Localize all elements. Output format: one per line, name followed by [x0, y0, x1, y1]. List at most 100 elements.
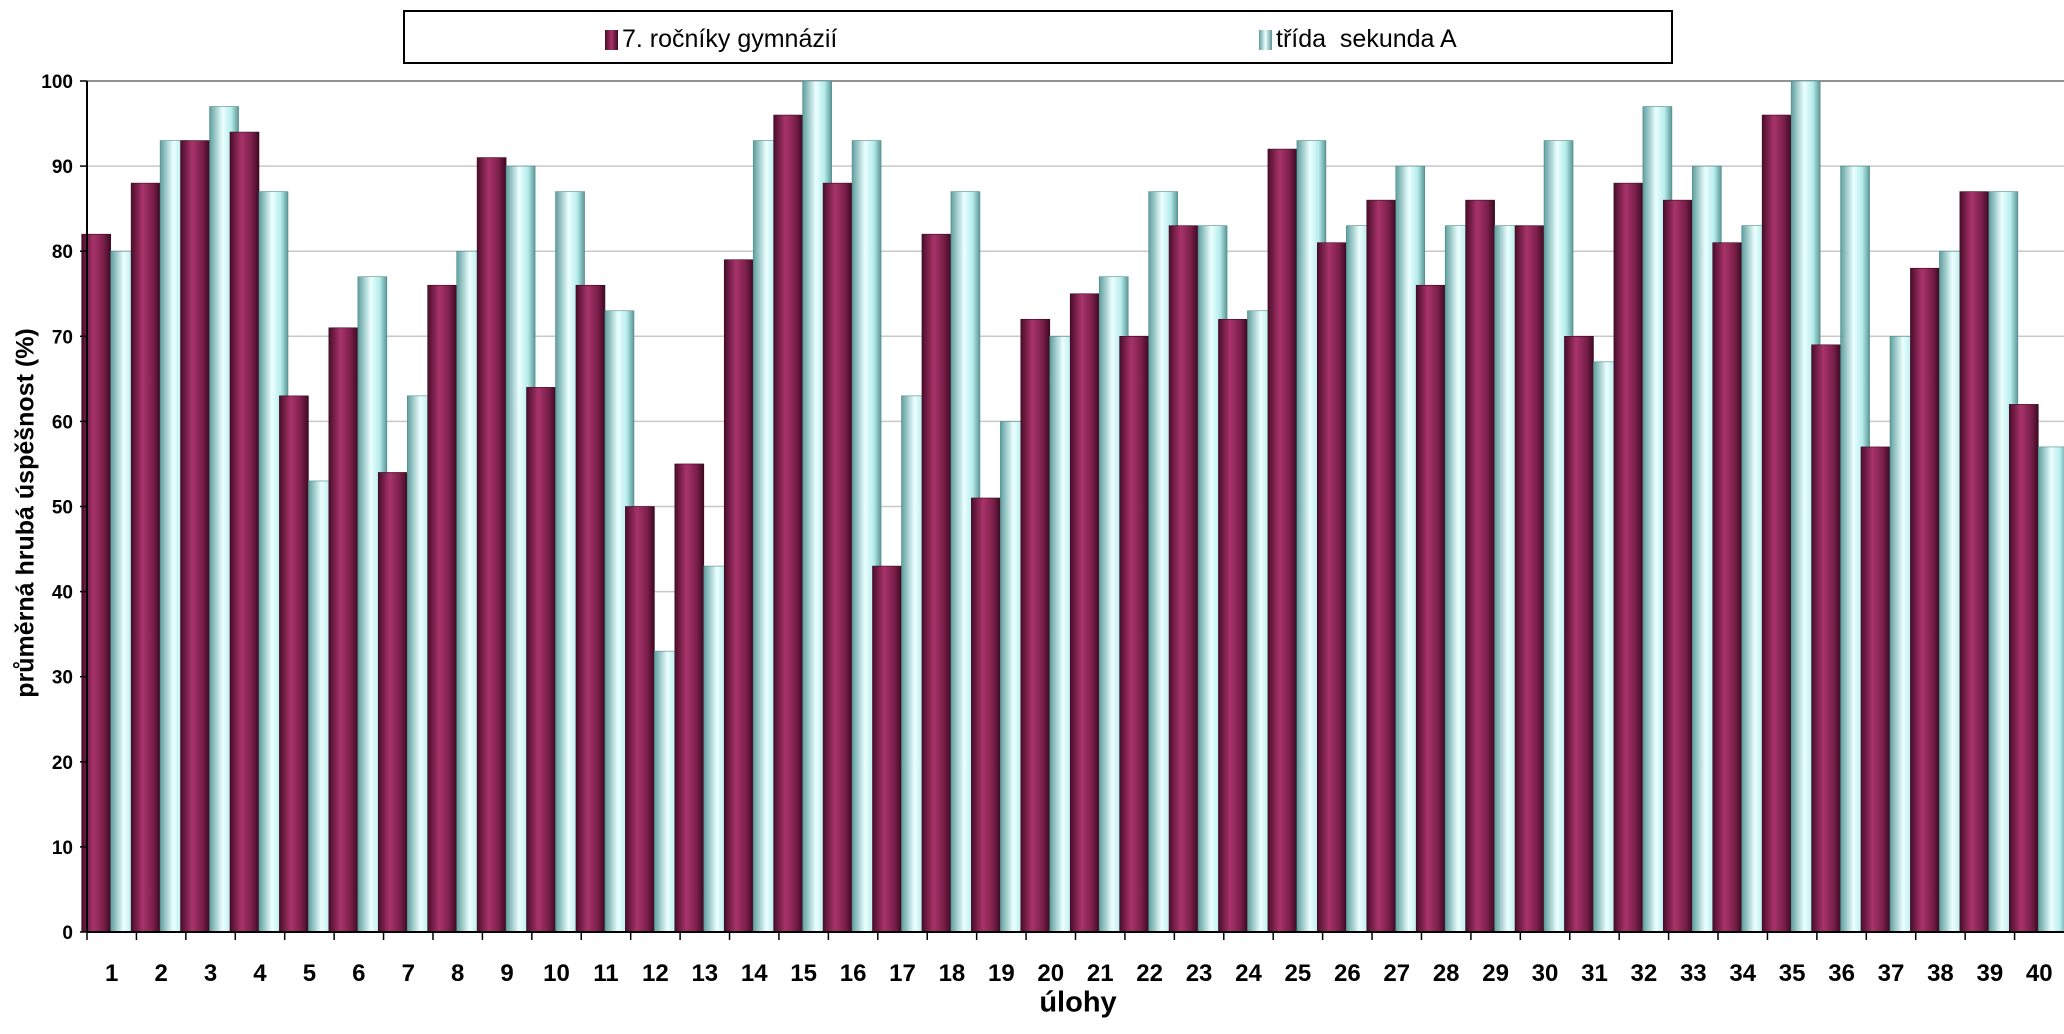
- x-tick-label: 2: [154, 960, 167, 987]
- x-tick-label: 40: [2026, 960, 2053, 987]
- bars: [81, 80, 2064, 933]
- x-tick-label: 3: [204, 960, 217, 987]
- x-tick-label: 38: [1927, 960, 1954, 987]
- bar-series-1-cat-35: [1761, 114, 1792, 933]
- y-tick-label: 40: [52, 583, 73, 604]
- legend-swatch-maroon: [605, 29, 618, 50]
- bar-series-1-cat-18: [921, 233, 952, 933]
- bar-series-1-cat-40: [2008, 404, 2039, 933]
- bar-series-1-cat-4: [229, 131, 260, 933]
- x-tick-label: 1: [105, 960, 118, 987]
- bar-series-1-cat-2: [130, 182, 161, 933]
- x-tick-label: 39: [1977, 960, 2004, 987]
- y-tick-label: 20: [52, 753, 73, 774]
- bar-series-1-cat-24: [1218, 318, 1248, 933]
- x-tick-label: 9: [500, 960, 513, 987]
- bar-series-1-cat-38: [1910, 267, 1940, 933]
- legend: 7. ročníky gymnázií třída sekunda A: [403, 10, 1673, 64]
- x-tick-label: 11: [593, 960, 618, 987]
- x-tick-label: 14: [741, 960, 768, 987]
- bar-series-1-cat-27: [1366, 199, 1397, 933]
- bar-series-2-cat-40: [2037, 446, 2064, 933]
- bar-series-1-cat-13: [674, 463, 705, 933]
- x-tick-label: 17: [889, 960, 916, 987]
- bar-series-1-cat-9: [476, 157, 507, 933]
- bar-series-1-cat-36: [1811, 344, 1841, 933]
- bar-series-1-cat-11: [575, 284, 606, 933]
- bar-series-1-cat-6: [328, 327, 359, 933]
- y-tick-label: 100: [41, 72, 73, 93]
- x-tick-labels: 1 2 3 4 5 6 7 8 9 10 11 12 13 14 15 16 17 18 19 20 21 22 23 24 2…: [105, 960, 2053, 987]
- bar-series-1-cat-31: [1564, 335, 1594, 933]
- bar-series-1-cat-5: [279, 395, 309, 933]
- x-axis-title: úlohy: [1039, 986, 1117, 1019]
- x-tick-label: 27: [1383, 960, 1410, 987]
- bar-series-1-cat-21: [1069, 293, 1100, 933]
- y-tick-label: 10: [52, 838, 73, 859]
- x-tick-label: 16: [840, 960, 867, 987]
- bar-series-1-cat-26: [1317, 242, 1347, 933]
- x-tick-label: 23: [1186, 960, 1213, 987]
- x-tick-label: 21: [1087, 960, 1114, 987]
- bar-series-1-cat-33: [1663, 199, 1693, 933]
- bar-series-1-cat-17: [872, 565, 902, 933]
- bar-series-1-cat-30: [1514, 225, 1545, 933]
- bar-series-1-cat-3: [180, 140, 210, 933]
- bar-series-1-cat-25: [1267, 148, 1298, 933]
- legend-label-series-1: 7. ročníky gymnázií: [622, 25, 838, 53]
- x-tick-label: 33: [1680, 960, 1707, 987]
- x-tick-label: 19: [988, 960, 1015, 987]
- x-tick-label: 15: [790, 960, 817, 987]
- x-tick-label: 6: [352, 960, 365, 987]
- bar-series-1-cat-7: [377, 472, 408, 933]
- bar-series-1-cat-23: [1168, 225, 1199, 933]
- bar-series-1-cat-20: [1020, 318, 1051, 933]
- x-tick-label: 20: [1037, 960, 1064, 987]
- legend-swatch-cyan: [1259, 29, 1272, 50]
- x-tick-label: 29: [1482, 960, 1509, 987]
- x-tick-label: 37: [1878, 960, 1905, 987]
- x-tick-label: 32: [1631, 960, 1658, 987]
- y-tick-label: 70: [52, 327, 73, 348]
- bar-series-1-cat-22: [1119, 335, 1149, 933]
- y-tick-labels: 0 10 20 30 40 50 60 70 80 90 100: [41, 72, 73, 944]
- x-tick-label: 8: [451, 960, 464, 987]
- x-tick-label: 30: [1532, 960, 1559, 987]
- bar-series-1-cat-8: [427, 284, 457, 933]
- bar-series-1-cat-34: [1712, 242, 1743, 933]
- bar-series-1-cat-37: [1860, 446, 1891, 933]
- legend-item-series-1: 7. ročníky gymnázií: [605, 25, 837, 54]
- bar-series-1-cat-28: [1415, 284, 1446, 933]
- bar-series-1-cat-16: [822, 182, 853, 933]
- x-tick-label: 10: [543, 960, 570, 987]
- x-tick-label: 26: [1334, 960, 1361, 987]
- legend-label-series-2: třída sekunda A: [1276, 25, 1457, 53]
- x-tick-label: 28: [1433, 960, 1460, 987]
- y-axis-title: průměrná hrubá úspěšnost (%): [11, 328, 40, 698]
- x-tick-label: 7: [402, 960, 415, 987]
- bar-series-1-cat-19: [971, 497, 1001, 933]
- y-tick-label: 60: [52, 412, 73, 433]
- x-tick-label: 18: [939, 960, 966, 987]
- axes: [80, 80, 2064, 940]
- x-tick-label: 36: [1828, 960, 1855, 987]
- x-tick-label: 24: [1235, 960, 1262, 987]
- x-tick-label: 31: [1581, 960, 1608, 987]
- x-tick-label: 22: [1136, 960, 1163, 987]
- bar-series-1-cat-29: [1465, 199, 1495, 933]
- x-tick-label: 4: [253, 960, 267, 987]
- legend-item-series-2: třída sekunda A: [1259, 25, 1457, 54]
- x-tick-label: 12: [642, 960, 669, 987]
- bar-series-1-cat-32: [1613, 182, 1644, 933]
- x-tick-label: 35: [1779, 960, 1806, 987]
- y-tick-label: 90: [52, 157, 73, 178]
- x-tick-label: 5: [303, 960, 316, 987]
- x-tick-label: 34: [1729, 960, 1756, 987]
- bar-series-1-cat-12: [625, 506, 655, 933]
- y-tick-label: 30: [52, 668, 73, 689]
- x-tick-label: 25: [1285, 960, 1312, 987]
- bar-series-1-cat-15: [773, 114, 803, 933]
- bar-series-1-cat-10: [526, 387, 556, 933]
- bar-series-1-cat-14: [723, 259, 754, 933]
